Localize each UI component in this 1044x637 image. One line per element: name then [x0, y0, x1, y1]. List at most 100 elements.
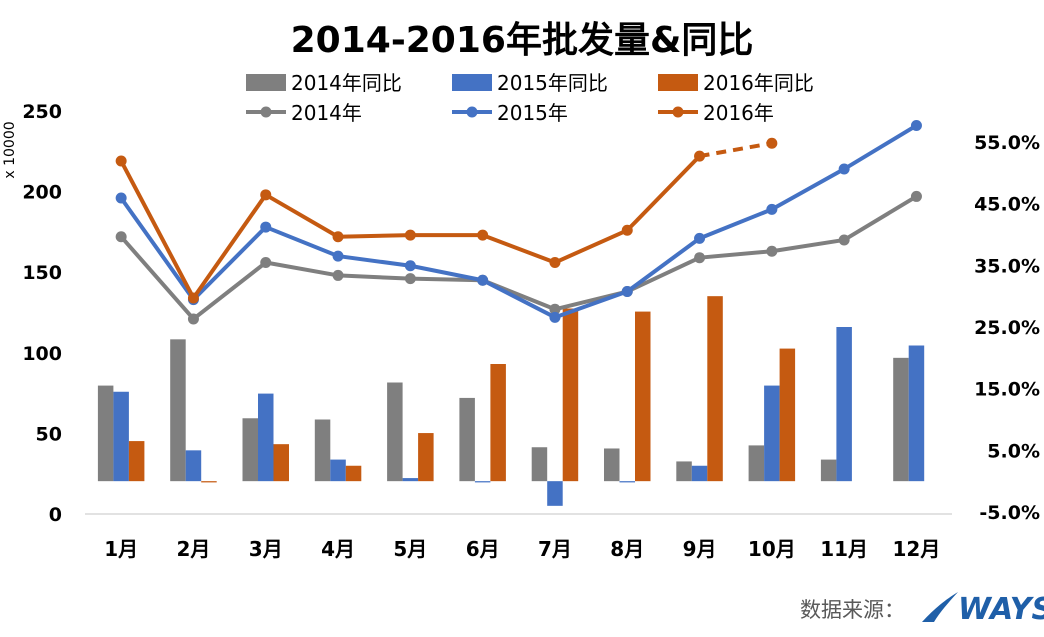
point-2015年-7月: [549, 311, 561, 323]
point-2016年-8月: [621, 224, 633, 236]
legend-label-bar-2015: 2015年同比: [497, 71, 608, 95]
bar-2014年同比-1月: [97, 385, 114, 482]
bar-2016年同比-8月: [635, 311, 651, 482]
bar-2014年同比-8月: [604, 448, 620, 482]
legend-label-line-2015: 2015年: [497, 101, 568, 125]
bar-2016年同比-10月: [779, 348, 796, 482]
legend-label-line-2014: 2014年: [291, 101, 362, 125]
point-2016年-4月: [332, 231, 344, 243]
point-2014年-10月: [766, 245, 778, 257]
point-2015年-11月: [838, 163, 850, 175]
line-2014年: [119, 194, 918, 321]
x-tick-label: 11月: [820, 537, 868, 561]
x-tick-label: 9月: [683, 537, 717, 561]
legend: 2014年同比 2015年同比 2016年同比 2014年 2015年 2016…: [246, 71, 814, 125]
point-2014年-7月: [549, 303, 561, 315]
x-tick-label: 1月: [104, 537, 138, 561]
point-2016年-3月: [260, 189, 272, 201]
bar-2014年同比-6月: [459, 397, 475, 482]
right-tick-label: 45.0%: [974, 194, 1040, 216]
bar-2016年同比-2月: [201, 481, 217, 483]
left-tick-label: 100: [22, 343, 62, 365]
bar-2015年同比-2月: [185, 450, 202, 482]
bar-2016年同比-9月: [707, 296, 723, 482]
bar-2014年同比-5月: [387, 382, 403, 482]
x-tick-label: 8月: [610, 537, 644, 561]
point-2015年-8月: [621, 286, 633, 298]
point-2016年-9月: [694, 150, 706, 162]
x-tick-label: 2月: [176, 537, 210, 561]
point-2014年-3月: [260, 257, 272, 269]
point-2016年-5月: [404, 229, 416, 241]
bar-2015年同比-10月: [764, 385, 780, 482]
bar-2016年同比-6月: [490, 364, 506, 482]
x-tick-label: 12月: [893, 537, 941, 561]
left-tick-label: 50: [36, 423, 62, 445]
point-2014年-4月: [332, 269, 344, 281]
bar-2014年同比-11月: [820, 459, 837, 482]
y-axis-unit-label: x 10000: [2, 121, 18, 178]
x-tick-label: 5月: [393, 537, 427, 561]
legend-swatch-bar-2014: [246, 74, 286, 91]
x-tick-label: 3月: [249, 537, 283, 561]
bar-2014年同比-12月: [893, 357, 909, 482]
point-2014年-11月: [838, 234, 850, 246]
right-tick-label: 25.0%: [974, 317, 1040, 339]
right-tick-label: 5.0%: [987, 440, 1040, 462]
right-tick-label: 55.0%: [974, 132, 1040, 154]
point-2015年-6月: [477, 274, 489, 286]
x-axis-ticks: 1月 2月 3月 4月 5月 6月 7月 8月 9月 10月 11月 12月: [104, 537, 940, 561]
bar-2015年同比-1月: [113, 391, 129, 482]
bar-2016年同比-5月: [418, 433, 434, 482]
point-2015年-9月: [694, 232, 706, 244]
bar-2014年同比-2月: [170, 339, 186, 482]
bar-2014年同比-10月: [748, 445, 765, 482]
bar-2016年同比-4月: [345, 465, 362, 482]
ways-logo: WAYS: [922, 592, 1044, 627]
left-axis-ticks: 0 50 100 150 200 250: [22, 101, 62, 526]
bar-2015年同比-5月: [402, 478, 419, 482]
bar-2016年同比-7月: [562, 308, 579, 482]
point-2014年-12月: [910, 190, 922, 202]
bar-2014年同比-4月: [314, 419, 331, 482]
bar-2015年同比-7月: [547, 481, 563, 506]
point-2014年-9月: [694, 252, 706, 264]
line-series-group: [115, 120, 922, 325]
bar-series-group: [97, 296, 925, 506]
bar-2015年同比-3月: [258, 393, 274, 482]
point-2015年-1月: [115, 192, 127, 204]
bar-2015年同比-9月: [691, 465, 708, 482]
x-tick-label: 10月: [748, 537, 796, 561]
legend-marker-line-2014: [260, 106, 272, 118]
legend-marker-line-2015: [466, 106, 478, 118]
bar-2015年同比-12月: [908, 345, 925, 482]
x-tick-label: 4月: [321, 537, 355, 561]
point-2015年-5月: [404, 260, 416, 272]
right-tick-label: 35.0%: [974, 255, 1040, 277]
right-axis-ticks: -5.0% 5.0% 15.0% 25.0% 35.0% 45.0% 55.0%: [974, 132, 1040, 524]
x-tick-label: 6月: [466, 537, 500, 561]
bar-2015年同比-8月: [619, 481, 635, 483]
point-2015年-3月: [260, 221, 272, 233]
point-2014年-1月: [115, 231, 127, 243]
source-label: 数据来源：: [800, 598, 905, 622]
left-tick-label: 150: [22, 262, 62, 284]
legend-label-bar-2014: 2014年同比: [291, 71, 402, 95]
legend-label-line-2016: 2016年: [703, 101, 774, 125]
logo-text: WAYS: [958, 592, 1044, 627]
legend-swatch-bar-2016: [658, 74, 698, 91]
point-2016年-6月: [477, 229, 489, 241]
left-tick-label: 250: [22, 101, 62, 123]
right-tick-label: 15.0%: [974, 379, 1040, 401]
point-2016年-7月: [549, 257, 561, 269]
point-2015年-4月: [332, 250, 344, 262]
point-2014年-2月: [187, 313, 199, 325]
bar-2015年同比-6月: [474, 481, 491, 483]
bar-2015年同比-11月: [836, 327, 852, 482]
point-2015年-12月: [910, 120, 922, 132]
logo-swoosh-icon: [922, 592, 958, 622]
left-tick-label: 0: [49, 504, 62, 526]
chart-title: 2014-2016年批发量&同比: [291, 20, 754, 61]
bar-2014年同比-7月: [531, 447, 548, 482]
